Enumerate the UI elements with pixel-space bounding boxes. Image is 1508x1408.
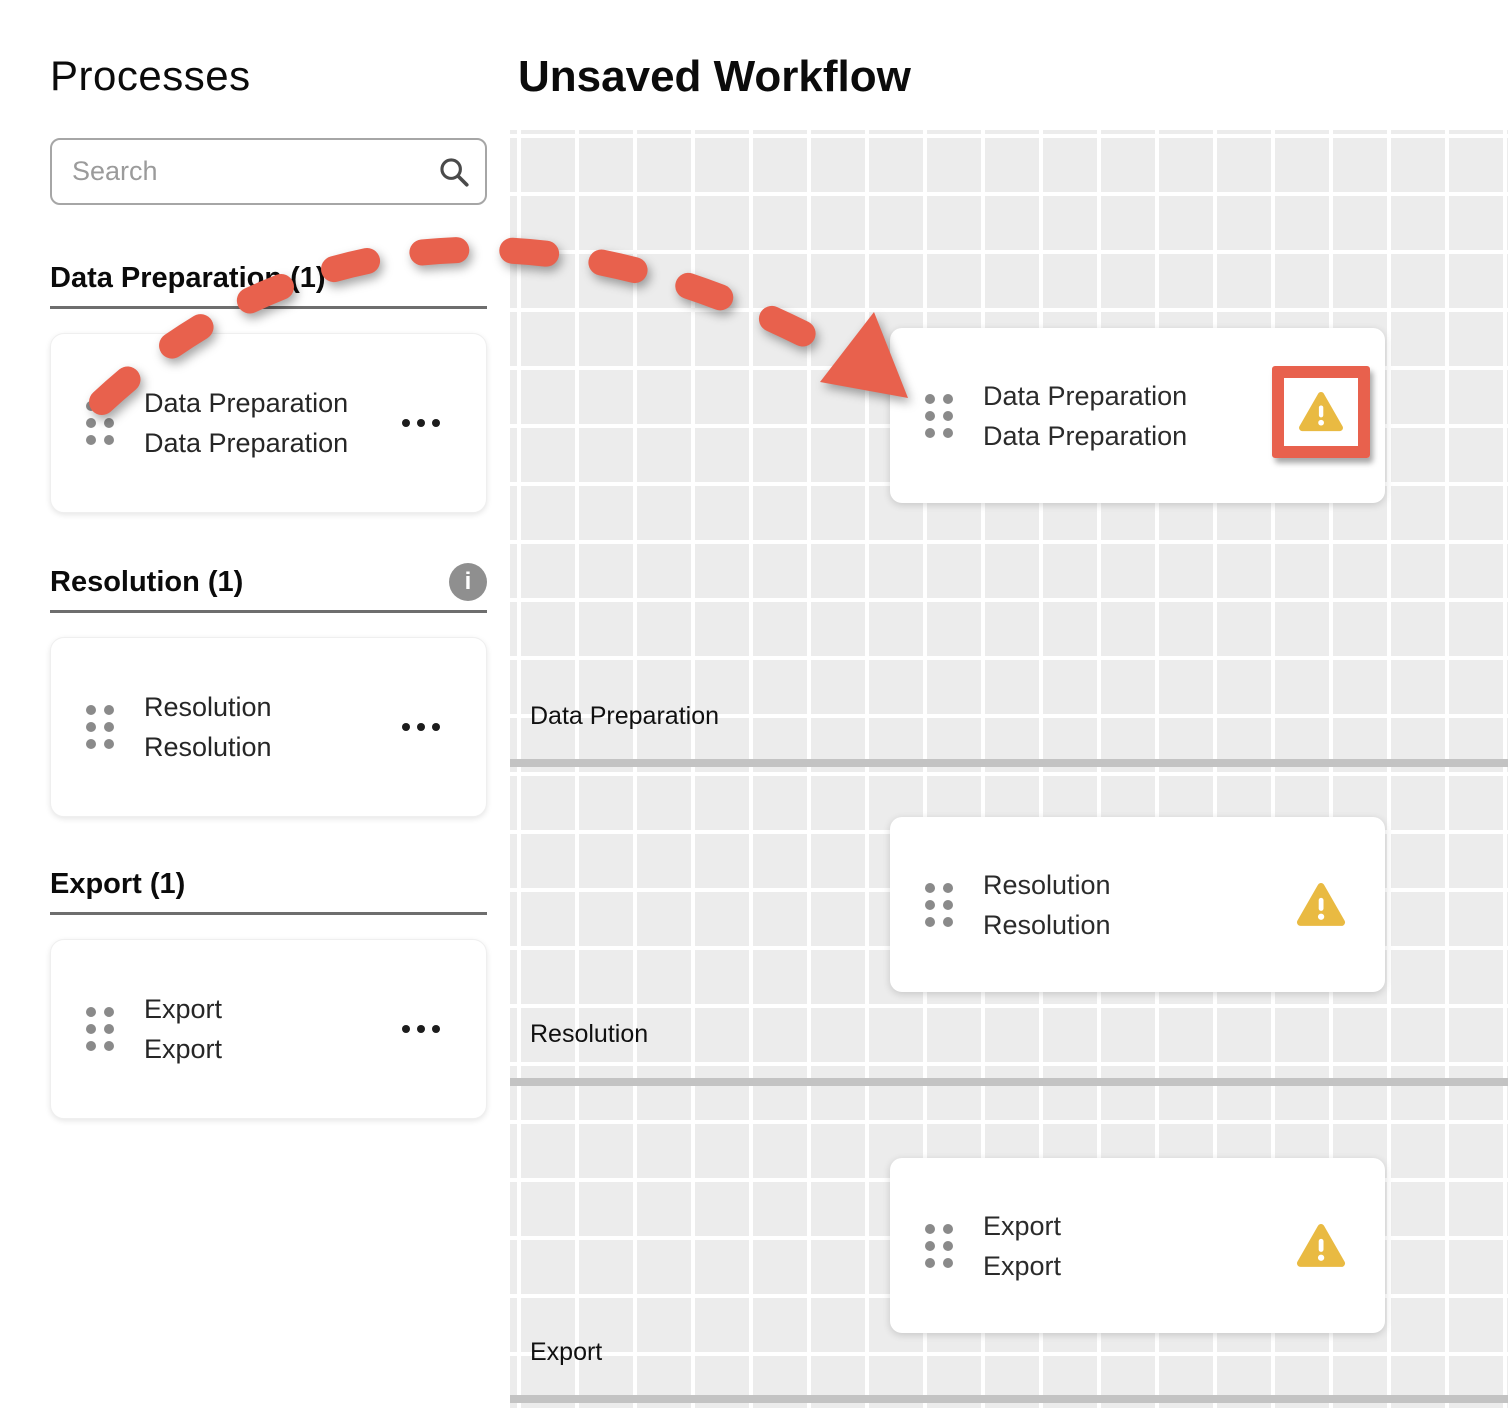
drag-handle-icon[interactable] [86,705,114,749]
node-subname: Data Preparation [983,420,1188,451]
process-name: Data Preparation [144,388,349,418]
section-title-export: Export (1) [50,867,186,900]
lane-label-export: Export [530,1338,603,1366]
more-options-icon[interactable] [402,1025,440,1033]
node-name: Export [983,1210,1062,1241]
warning-icon[interactable] [1295,1223,1347,1269]
info-icon[interactable]: i [449,563,487,601]
more-options-icon[interactable] [402,723,440,731]
section-resolution: Resolution (1) i Resolution Resolution [50,560,487,817]
workflow-node-resolution[interactable]: Resolution Resolution [890,817,1385,992]
process-name: Export [144,994,223,1024]
sidebar-title: Processes [50,52,251,99]
drag-handle-icon[interactable] [925,393,953,438]
warning-icon[interactable] [1297,391,1345,433]
section-divider [50,912,487,915]
workflow-node-export[interactable]: Export Export [890,1158,1385,1333]
search-icon [440,157,469,187]
search-box[interactable] [50,138,487,205]
lane-label-data-preparation: Data Preparation [530,702,720,730]
warning-icon[interactable] [1295,882,1347,928]
process-card-export[interactable]: Export Export [50,939,487,1119]
drag-handle-icon[interactable] [925,1223,953,1268]
process-name: Resolution [144,692,272,722]
workflow-title: Unsaved Workflow [518,52,911,101]
drag-handle-icon[interactable] [925,882,953,927]
more-options-icon[interactable] [402,419,440,427]
section-title-data-preparation: Data Preparation (1) [50,261,326,294]
process-card-resolution[interactable]: Resolution Resolution [50,637,487,817]
section-divider [50,610,487,613]
process-subname: Export [144,1034,223,1064]
workflow-node-data-preparation[interactable]: Data Preparation Data Preparation [890,328,1385,503]
section-export: Export (1) Export Export [50,862,487,1119]
node-name: Resolution [983,869,1111,900]
process-subname: Data Preparation [144,428,349,458]
drag-handle-icon[interactable] [86,1007,114,1051]
section-title-resolution: Resolution (1) [50,565,244,598]
lane-divider [510,1078,1508,1086]
process-card-data-preparation[interactable]: Data Preparation Data Preparation [50,333,487,513]
lane-label-resolution: Resolution [530,1020,649,1048]
section-divider [50,306,487,309]
process-subname: Resolution [144,732,272,762]
section-data-preparation: Data Preparation (1) Data Preparation Da… [50,256,487,513]
search-input[interactable] [70,155,437,188]
workflow-canvas[interactable]: Data Preparation Data Preparation Data P… [510,130,1508,1408]
red-highlight-box [1272,366,1370,458]
node-subname: Resolution [983,909,1111,940]
node-subname: Export [983,1250,1062,1281]
drag-handle-icon[interactable] [86,401,114,445]
lane-divider [510,1395,1508,1403]
node-name: Data Preparation [983,380,1188,411]
processes-sidebar: Processes Data Preparation (1) Data Prep… [50,0,487,1408]
lane-divider [510,759,1508,767]
